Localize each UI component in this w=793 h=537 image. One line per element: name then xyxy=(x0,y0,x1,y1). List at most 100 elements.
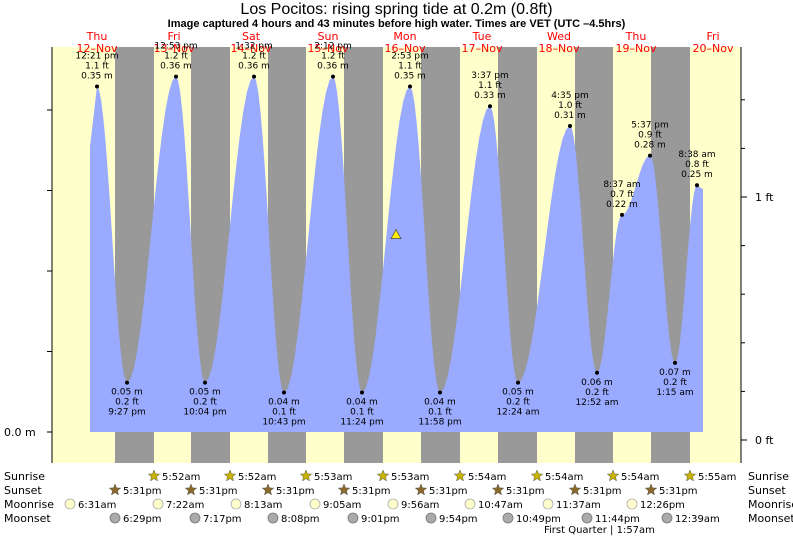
sunrise-time: 5:52am xyxy=(162,472,200,483)
extreme-time: 1:32 pm xyxy=(235,42,273,52)
almanac-row-label-right: Sunrise xyxy=(748,470,789,483)
sunrise-time: 5:55am xyxy=(698,472,736,483)
sunrise-icon xyxy=(606,469,620,482)
chart-title: Los Pocitos: rising spring tide at 0.2m … xyxy=(240,1,553,18)
extreme-dot xyxy=(174,74,178,79)
extreme-m: 0.36 m xyxy=(238,62,270,72)
day-label-dow: Tue xyxy=(472,30,492,43)
moonset-icon xyxy=(347,512,359,524)
extreme-time: 12:21 pm xyxy=(75,51,118,61)
extreme-ft: 0.9 ft xyxy=(638,131,662,141)
day-label-dow: Sat xyxy=(242,30,261,43)
day-labels: Thu12–NovFri13–NovSat14–NovSun15–NovMon1… xyxy=(77,30,734,55)
day-label-dow: Wed xyxy=(547,30,571,43)
almanac-row-label-right: Moonset xyxy=(748,512,793,525)
extreme-ft: 1.1 ft xyxy=(398,61,422,71)
moonrise-icon xyxy=(464,498,476,510)
extreme-dot xyxy=(620,212,624,217)
extreme-dot xyxy=(516,380,520,385)
tide-area xyxy=(90,76,703,432)
extreme-time: 5:37 pm xyxy=(631,121,669,131)
moonrise-time: 6:31am xyxy=(78,500,116,511)
sunset-time: 5:31pm xyxy=(659,486,698,497)
extreme-time: 8:38 am xyxy=(678,150,715,160)
extreme-dot xyxy=(252,74,256,79)
sunrise-time: 5:53am xyxy=(391,472,429,483)
moonset-time: 7:17pm xyxy=(203,514,242,525)
day-label-date: 17–Nov xyxy=(462,42,503,55)
sunrise-icon xyxy=(223,469,237,482)
extreme-dot xyxy=(331,74,335,79)
moonrise-time: 7:22am xyxy=(166,500,204,511)
moonrise-icon xyxy=(230,498,242,510)
extreme-m: 0.35 m xyxy=(394,71,426,81)
extreme-time: 2:53 pm xyxy=(391,51,429,61)
extreme-dot xyxy=(125,380,129,385)
day-label-dow: Fri xyxy=(167,30,180,43)
extreme-time: 12:53 pm xyxy=(154,42,197,52)
moonset-icon xyxy=(502,512,514,524)
day-label-date: 19–Nov xyxy=(616,42,657,55)
extreme-time: 11:58 pm xyxy=(418,418,461,428)
moonset-time: 6:29pm xyxy=(123,514,162,525)
extreme-m: 0.06 m xyxy=(581,378,613,388)
sunset-icon xyxy=(644,483,658,496)
sunrise-icon xyxy=(147,469,161,482)
day-label-dow: Sun xyxy=(318,30,339,43)
moonset-icon xyxy=(267,512,279,524)
moonset-icon xyxy=(425,512,437,524)
sunset-time: 5:31pm xyxy=(276,486,315,497)
sunset-icon xyxy=(184,483,198,496)
sunset-time: 5:31pm xyxy=(583,486,622,497)
sunset-time: 5:31pm xyxy=(123,486,162,497)
almanac-row-label-left: Moonrise xyxy=(4,498,54,511)
extreme-time: 8:37 am xyxy=(603,180,640,190)
right-axis-label: 1 ft xyxy=(755,191,774,204)
moonrise-icon xyxy=(309,498,321,510)
extreme-ft: 0.2 ft xyxy=(506,398,530,408)
moonset-time: 11:44pm xyxy=(595,514,640,525)
almanac-row-label-left: Moonset xyxy=(4,512,51,525)
moonset-time: 12:39am xyxy=(675,514,720,525)
tide-extremes: 12:21 pm1.1 ft0.35 m0.05 m0.2 ft9:27 pm1… xyxy=(75,42,715,428)
sunrise-icon xyxy=(530,469,544,482)
extreme-dot xyxy=(408,84,412,89)
moonset-time: 9:54pm xyxy=(439,514,478,525)
sunrise-time: 5:54am xyxy=(545,472,583,483)
sunrise-time: 5:54am xyxy=(468,472,506,483)
extreme-ft: 0.1 ft xyxy=(428,408,452,418)
day-label-date: 15–Nov xyxy=(308,42,349,55)
chart-subtitle: Image captured 4 hours and 43 minutes be… xyxy=(167,18,626,30)
extreme-ft: 0.8 ft xyxy=(685,160,709,170)
extreme-ft: 0.1 ft xyxy=(272,408,296,418)
extreme-dot xyxy=(360,390,364,395)
extreme-ft: 0.2 ft xyxy=(115,398,139,408)
moonset-time: 9:01pm xyxy=(361,514,400,525)
almanac-row-label-left: Sunrise xyxy=(4,470,45,483)
almanac-row-label-right: Sunset xyxy=(748,484,786,497)
extreme-m: 0.31 m xyxy=(554,111,586,121)
extreme-m: 0.04 m xyxy=(268,398,300,408)
moonrise-time: 9:05am xyxy=(323,500,361,511)
extreme-ft: 0.1 ft xyxy=(350,408,374,418)
sunset-time: 5:31pm xyxy=(352,486,391,497)
day-label-date: 16–Nov xyxy=(385,42,426,55)
moonrise-time: 9:56am xyxy=(401,500,439,511)
sunset-icon xyxy=(414,483,428,496)
extreme-dot xyxy=(595,370,599,375)
extreme-dot xyxy=(282,390,286,395)
almanac-row-label-left: Sunset xyxy=(4,484,42,497)
sunrise-icon xyxy=(453,469,467,482)
extreme-ft: 0.2 ft xyxy=(193,398,217,408)
moonset-icon xyxy=(581,512,593,524)
sunrise-icon xyxy=(376,469,390,482)
left-axis-label: 0.0 m xyxy=(4,426,36,439)
extreme-m: 0.22 m xyxy=(606,200,638,210)
sunset-icon xyxy=(261,483,275,496)
extreme-time: 4:35 pm xyxy=(551,91,589,101)
sunrise-icon xyxy=(683,469,697,482)
moonset-icon xyxy=(109,512,121,524)
extreme-dot xyxy=(438,390,442,395)
extreme-time: 2:12 pm xyxy=(314,42,352,52)
day-label-dow: Mon xyxy=(393,30,416,43)
